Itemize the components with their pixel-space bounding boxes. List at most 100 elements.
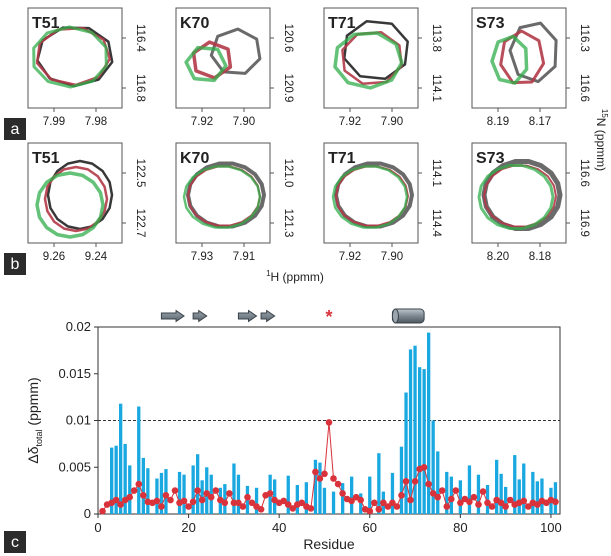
- beta-strand-3: [260, 309, 276, 323]
- bar-residue-30: [232, 463, 236, 514]
- bar-residue-9: [137, 406, 141, 514]
- dot-residue-94: [520, 497, 528, 505]
- bar-residue-62: [377, 453, 381, 514]
- contour-green: [35, 171, 105, 239]
- dot-residue-60: [366, 507, 374, 515]
- contour-red: [43, 165, 109, 233]
- dot-residue-91: [506, 496, 514, 504]
- dot-residue-72: [420, 464, 428, 471]
- dot-residue-26: [212, 487, 220, 494]
- bar-residue-3: [110, 447, 114, 514]
- dot-residue-19: [180, 497, 188, 505]
- dot-residue-34: [248, 499, 256, 507]
- dot-residue-74: [429, 490, 437, 497]
- subplot-frame: [323, 7, 419, 109]
- y-tick-label: 122.5: [134, 159, 146, 188]
- panel-b-subplot-S73: S73 8.20 8.18 116.6 116.9: [471, 142, 590, 263]
- dot-residue-67: [398, 492, 405, 499]
- panel-a-subplot-K70: K70 7.92 7.90 120.6 120.9: [175, 7, 294, 128]
- dot-residue-61: [371, 499, 378, 507]
- x-tick-label: 7.99: [43, 116, 65, 128]
- bar-residue-78: [449, 476, 453, 514]
- dot-residue-68: [402, 478, 410, 485]
- panel-label-text: a: [11, 121, 20, 138]
- bar-residue-75: [436, 451, 440, 514]
- y-tick-label: 116.8: [134, 74, 146, 102]
- y-tick-label: 122.7: [134, 209, 146, 238]
- bar-residue-58: [359, 493, 363, 514]
- bar-residue-89: [499, 473, 503, 514]
- bar-residue-5: [119, 403, 123, 514]
- y-tick-label: 120.6: [282, 24, 294, 53]
- x-tick-label: 7.93: [191, 251, 213, 263]
- dot-residue-90: [502, 503, 509, 510]
- dot-residue-97: [534, 501, 541, 508]
- x-tick-label: 8.18: [529, 251, 551, 263]
- y-tick-label: 121.3: [282, 209, 294, 238]
- dot-residue-52: [330, 475, 337, 482]
- dot-residue-86: [484, 499, 491, 507]
- dot-residue-69: [407, 496, 414, 504]
- bar-residue-10: [141, 457, 145, 514]
- dot-residue-13: [153, 497, 161, 505]
- bar-residue-46: [304, 482, 308, 514]
- contour-green: [32, 25, 108, 89]
- bar-residue-88: [495, 459, 499, 514]
- dot-residue-7: [126, 493, 133, 501]
- dot-residue-42: [284, 501, 292, 508]
- bar-residue-72: [422, 369, 426, 514]
- dot-residue-89: [497, 499, 505, 507]
- panel-labels: a b c: [4, 118, 26, 553]
- subplot-frame: [471, 142, 567, 244]
- subplot-frame: [323, 142, 419, 244]
- y-tick-label: 116.6: [578, 74, 590, 102]
- subplot-frame: [471, 7, 567, 109]
- y-tick-label: 114.1: [430, 74, 442, 102]
- dot-residue-85: [479, 488, 487, 495]
- bar-residue-15: [164, 469, 168, 514]
- dot-residue-56: [348, 497, 355, 505]
- dot-residue-31: [235, 499, 242, 507]
- dot-residue-41: [280, 497, 288, 505]
- dot-residue-29: [226, 490, 233, 497]
- beta-strand-1: [192, 309, 208, 323]
- bar-residue-82: [467, 465, 472, 514]
- contour-green: [490, 34, 529, 85]
- bar-residue-7: [128, 465, 132, 514]
- bar-residue-90: [504, 486, 508, 514]
- panel-label-text: b: [11, 256, 20, 273]
- bar-residue-54: [341, 483, 345, 514]
- dot-residue-28: [221, 499, 229, 507]
- dot-residue-17: [171, 487, 179, 494]
- x-tick-label: 7.90: [381, 251, 403, 263]
- bar-residue-21: [191, 465, 195, 514]
- bar-residue-69: [408, 349, 413, 514]
- bar-residue-49: [318, 462, 322, 514]
- dot-residue-58: [357, 496, 365, 504]
- bar-residue-13: [155, 478, 159, 514]
- x-tick-label: 100: [540, 520, 562, 535]
- y-tick-label: 0.01: [66, 413, 91, 428]
- bar-residue-98: [540, 478, 544, 514]
- dot-residue-75: [434, 493, 442, 501]
- x-tick-label: 8.19: [487, 116, 509, 128]
- bar-residue-71: [418, 367, 422, 514]
- subplot-frame: [175, 7, 271, 109]
- x-tick-label: 7.90: [381, 116, 403, 128]
- bar-residue-19: [182, 474, 186, 514]
- dot-residue-22: [194, 487, 201, 494]
- x-tick-label: 9.24: [85, 251, 108, 263]
- dot-residue-32: [239, 503, 247, 510]
- contour-green: [477, 164, 555, 230]
- residue-label: K70: [180, 15, 209, 32]
- panel-a-subplot-T71: T71 7.92 7.90 113.8 114.1: [323, 7, 442, 128]
- bar-residue-14: [159, 472, 164, 514]
- contour-green: [184, 45, 228, 83]
- bar-residue-31: [236, 474, 241, 514]
- dot-residue-24: [203, 490, 210, 497]
- contour-green: [182, 165, 262, 229]
- dot-residue-87: [488, 503, 496, 510]
- panel-b-subplot-T71: T71 7.92 7.90 114.1 114.4: [323, 142, 442, 263]
- bar-residue-70: [413, 345, 417, 514]
